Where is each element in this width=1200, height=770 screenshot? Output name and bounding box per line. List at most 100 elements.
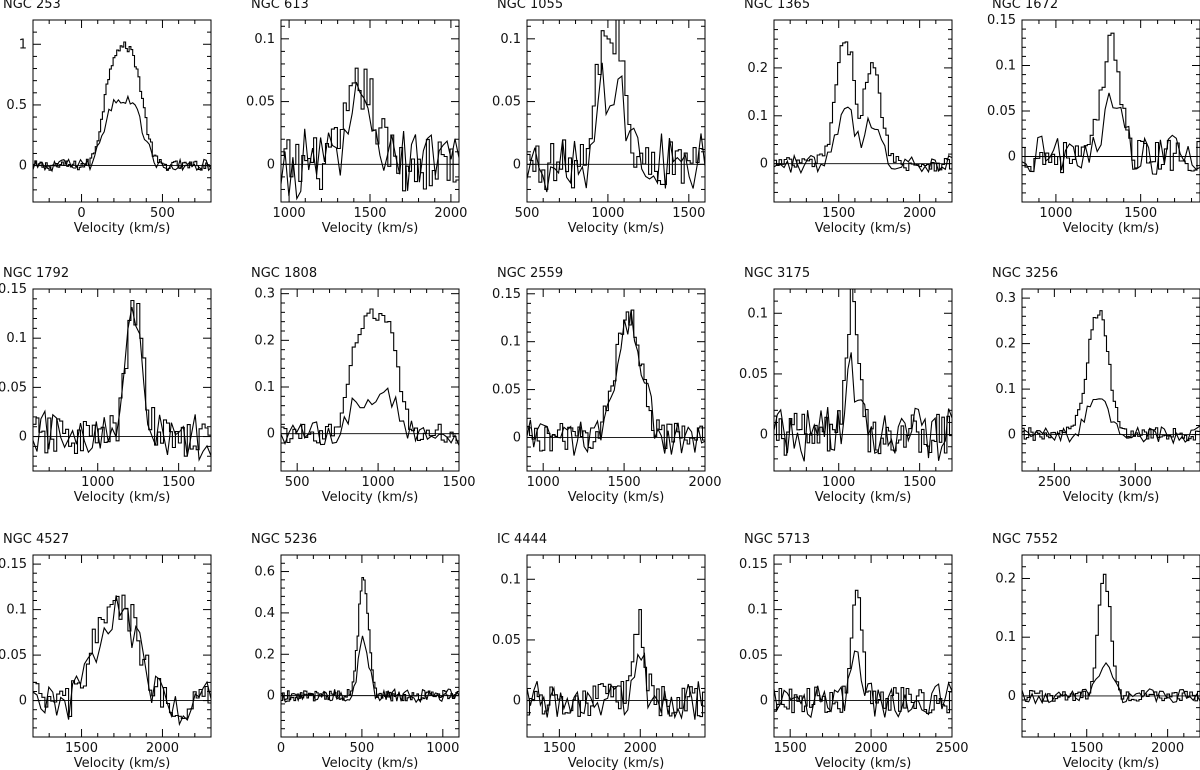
plot-frame xyxy=(280,288,460,472)
y-tick-label: 0.1 xyxy=(995,630,1016,645)
histogram-spectrum xyxy=(774,289,952,456)
panel-title: NGC 253 xyxy=(3,0,61,12)
y-tick-label: 0.1 xyxy=(254,32,275,47)
line-spectrum xyxy=(33,94,211,173)
x-tick-label: 1500 xyxy=(774,741,807,756)
x-tick-label: 0 xyxy=(277,741,285,756)
histogram-spectrum xyxy=(774,41,952,172)
x-axis-label: Velocity (km/s) xyxy=(568,490,665,505)
panel-ngc-7552: NGC 7552 1500 2000 0 0.1 0.2 Velocity (km/s) xyxy=(992,532,1200,770)
x-axis-label: Velocity (km/s) xyxy=(74,490,171,505)
line-spectrum xyxy=(1022,661,1200,705)
y-tick-label: 0.05 xyxy=(492,633,521,648)
x-tick-label: 1500 xyxy=(543,741,576,756)
histogram-spectrum xyxy=(1022,32,1200,174)
y-tick-label: 0.15 xyxy=(739,557,768,572)
x-tick-label: 3000 xyxy=(1119,475,1152,490)
y-tick-label: 0.2 xyxy=(254,647,275,662)
x-tick-label: 2500 xyxy=(1038,475,1071,490)
y-tick-label: 0.2 xyxy=(995,337,1016,352)
x-tick-label: 500 xyxy=(150,206,175,221)
x-tick-label: 2000 xyxy=(903,206,936,221)
y-tick-label: 0.6 xyxy=(254,565,275,580)
y-tick-label: 0 xyxy=(513,157,521,172)
panel-title: NGC 5713 xyxy=(744,532,810,547)
x-tick-label: 1500 xyxy=(903,475,936,490)
x-tick-label: 1500 xyxy=(442,475,475,490)
panel-ic-4444: IC 4444 1500 2000 0 0.05 0.1 Velocity (km/s) xyxy=(492,532,706,770)
y-tick-label: 0.4 xyxy=(254,606,275,621)
line-spectrum xyxy=(281,81,459,201)
x-axis-label: Velocity (km/s) xyxy=(322,221,419,236)
y-tick-label: 0.15 xyxy=(0,557,27,572)
line-spectrum xyxy=(1022,92,1200,175)
x-tick-label: 500 xyxy=(349,741,374,756)
y-tick-label: 0 xyxy=(19,159,27,174)
panel-title: NGC 613 xyxy=(251,0,309,12)
y-tick-label: 0 xyxy=(1008,689,1016,704)
x-axis-label: Velocity (km/s) xyxy=(815,490,912,505)
x-axis-label: Velocity (km/s) xyxy=(568,221,665,236)
panel-title: NGC 1055 xyxy=(497,0,563,12)
panel-title: NGC 5236 xyxy=(251,532,317,547)
y-tick-label: 0.05 xyxy=(0,648,27,663)
line-spectrum xyxy=(281,387,459,446)
y-tick-label: 0.2 xyxy=(254,333,275,348)
line-spectrum xyxy=(774,650,952,719)
panel-title: IC 4444 xyxy=(497,532,547,547)
x-tick-label: 1500 xyxy=(1124,206,1157,221)
histogram-spectrum xyxy=(281,67,459,192)
y-tick-label: 0.05 xyxy=(492,95,521,110)
plot-frame xyxy=(32,288,212,472)
y-tick-label: 0 xyxy=(1008,428,1016,443)
y-tick-label: 0 xyxy=(267,157,275,172)
x-tick-label: 1000 xyxy=(273,206,306,221)
x-axis-label: Velocity (km/s) xyxy=(815,221,912,236)
panel-title: NGC 1792 xyxy=(3,266,69,281)
x-tick-label: 2000 xyxy=(434,206,467,221)
x-axis-label: Velocity (km/s) xyxy=(322,490,419,505)
panel-title: NGC 1365 xyxy=(744,0,810,12)
x-axis-label: Velocity (km/s) xyxy=(322,756,419,770)
x-axis-label: Velocity (km/s) xyxy=(74,221,171,236)
panel-ngc-1365: NGC 1365 1500 2000 0 0.1 0.2 Velocity (km/s) xyxy=(744,0,953,236)
x-tick-label: 1500 xyxy=(1070,741,1103,756)
x-axis-label: Velocity (km/s) xyxy=(74,756,171,770)
y-tick-label: 0.1 xyxy=(500,335,521,350)
y-tick-label: 0.1 xyxy=(747,603,768,618)
x-tick-label: 1000 xyxy=(822,475,855,490)
panel-ngc-3175: NGC 3175 1000 1500 0 0.05 0.1 Velocity (km/s) xyxy=(739,266,953,505)
x-axis-label: Velocity (km/s) xyxy=(1063,221,1160,236)
line-spectrum xyxy=(774,106,952,175)
x-tick-label: 0 xyxy=(77,206,85,221)
panel-title: NGC 1808 xyxy=(251,266,317,281)
panel-ngc-5713: NGC 5713 1500 2000 2500 0 0.05 0.1 0.15 Velocity… xyxy=(739,532,969,770)
x-tick-label: 500 xyxy=(515,206,540,221)
panel-ngc-253: NGC 253 0 500 0 0.5 1 Velocity (km/s) xyxy=(3,0,212,236)
y-tick-label: 0 xyxy=(513,430,521,445)
histogram-spectrum xyxy=(281,308,459,444)
y-tick-label: 0.05 xyxy=(739,367,768,382)
x-tick-label: 2000 xyxy=(1151,741,1184,756)
panel-ngc-1808: NGC 1808 500 1000 1500 0 0.1 0.2 0.3 Velocity (k… xyxy=(251,266,476,505)
y-tick-label: 0 xyxy=(267,689,275,704)
y-tick-label: 0.1 xyxy=(747,306,768,321)
panel-title: NGC 4527 xyxy=(3,532,69,547)
x-axis-label: Velocity (km/s) xyxy=(1063,756,1160,770)
panel-ngc-3256: NGC 3256 2500 3000 0 0.1 0.2 0.3 Velocity (km/s… xyxy=(992,266,1200,505)
panel-ngc-1055: NGC 1055 500 1000 1500 0 0.05 0.1 Velocity (km/… xyxy=(492,0,706,236)
x-tick-label: 1000 xyxy=(81,475,114,490)
x-axis-label: Velocity (km/s) xyxy=(568,756,665,770)
y-tick-label: 0.05 xyxy=(987,104,1016,119)
y-tick-label: 0.1 xyxy=(747,109,768,124)
line-spectrum xyxy=(1022,398,1200,445)
x-tick-label: 2500 xyxy=(935,741,968,756)
y-tick-label: 0.05 xyxy=(0,380,27,395)
y-tick-label: 0 xyxy=(19,694,27,709)
histogram-spectrum xyxy=(527,20,705,190)
panel-title: NGC 7552 xyxy=(992,532,1058,547)
histogram-spectrum xyxy=(1022,310,1200,442)
x-tick-label: 1500 xyxy=(672,206,705,221)
x-tick-label: 1000 xyxy=(362,475,395,490)
histogram-spectrum xyxy=(774,589,952,714)
